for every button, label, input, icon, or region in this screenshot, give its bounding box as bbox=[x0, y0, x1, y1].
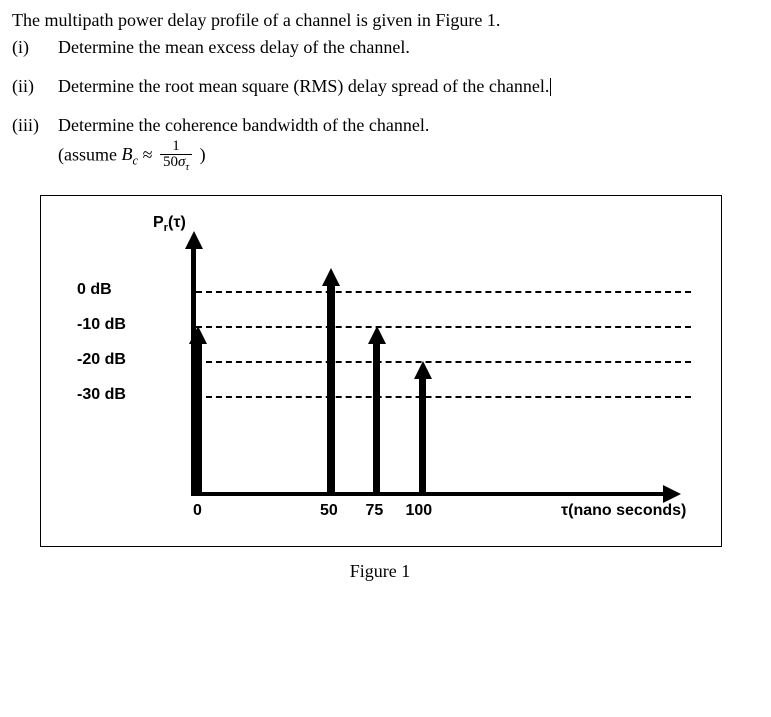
question-2: (ii) Determine the root mean square (RMS… bbox=[12, 74, 759, 99]
impulse-t50-arrowhead bbox=[322, 268, 340, 286]
fraction-den: 50στ bbox=[160, 155, 192, 173]
question-2-text: Determine the root mean square (RMS) del… bbox=[58, 74, 759, 99]
question-3-num: (iii) bbox=[12, 113, 58, 173]
gridline-y20 bbox=[196, 361, 691, 363]
gridline-y30 bbox=[196, 396, 691, 398]
formula-prefix: (assume bbox=[58, 144, 121, 164]
impulse-t50 bbox=[327, 282, 335, 496]
x-label-x0: 0 bbox=[193, 502, 202, 520]
figure-caption: Figure 1 bbox=[40, 561, 720, 582]
x-label-x50: 50 bbox=[320, 502, 338, 520]
question-3-body: Determine the coherence bandwidth of the… bbox=[58, 113, 759, 138]
y-label-y30: -30 dB bbox=[77, 386, 126, 404]
question-3-formula: (assume Bc ≈ 150στ ) bbox=[58, 139, 759, 174]
intro-text: The multipath power delay profile of a c… bbox=[12, 10, 759, 31]
gridline-y10 bbox=[196, 326, 691, 328]
y-label-y10: -10 dB bbox=[77, 316, 126, 334]
y-axis-title: Pr(τ) bbox=[153, 214, 186, 234]
question-1-num: (i) bbox=[12, 35, 58, 60]
x-label-x100: 100 bbox=[406, 502, 433, 520]
x-axis bbox=[191, 492, 667, 496]
figure-1: Pr(τ) 0 dB -10 dB -20 dB -30 dB 0 50 75 100 τ(na… bbox=[40, 195, 722, 547]
impulse-t0 bbox=[194, 340, 202, 496]
question-1: (i) Determine the mean excess delay of t… bbox=[12, 35, 759, 60]
question-2-num: (ii) bbox=[12, 74, 58, 99]
question-3: (iii) Determine the coherence bandwidth … bbox=[12, 113, 759, 173]
x-axis-arrowhead bbox=[663, 485, 681, 503]
formula-fraction: 150στ bbox=[160, 139, 192, 174]
y-axis-arrowhead bbox=[185, 231, 203, 249]
question-1-text: Determine the mean excess delay of the c… bbox=[58, 35, 759, 60]
fraction-num: 1 bbox=[160, 139, 192, 156]
x-label-x75: 75 bbox=[366, 502, 384, 520]
impulse-t100-arrowhead bbox=[414, 361, 432, 379]
y-label-y20: -20 dB bbox=[77, 351, 126, 369]
x-axis-title: τ(nano seconds) bbox=[561, 502, 686, 520]
formula-suffix: ) bbox=[195, 144, 206, 164]
impulse-t75 bbox=[373, 340, 380, 496]
impulse-t0-arrowhead bbox=[189, 326, 207, 344]
impulse-t100 bbox=[419, 375, 426, 496]
gridline-y0 bbox=[196, 291, 691, 293]
formula-lhs: B bbox=[121, 144, 132, 164]
formula-approx: ≈ bbox=[138, 144, 157, 164]
text-cursor bbox=[550, 78, 551, 96]
y-label-y0: 0 dB bbox=[77, 281, 112, 299]
impulse-t75-arrowhead bbox=[368, 326, 386, 344]
question-3-text: Determine the coherence bandwidth of the… bbox=[58, 113, 759, 173]
question-2-body: Determine the root mean square (RMS) del… bbox=[58, 76, 549, 96]
